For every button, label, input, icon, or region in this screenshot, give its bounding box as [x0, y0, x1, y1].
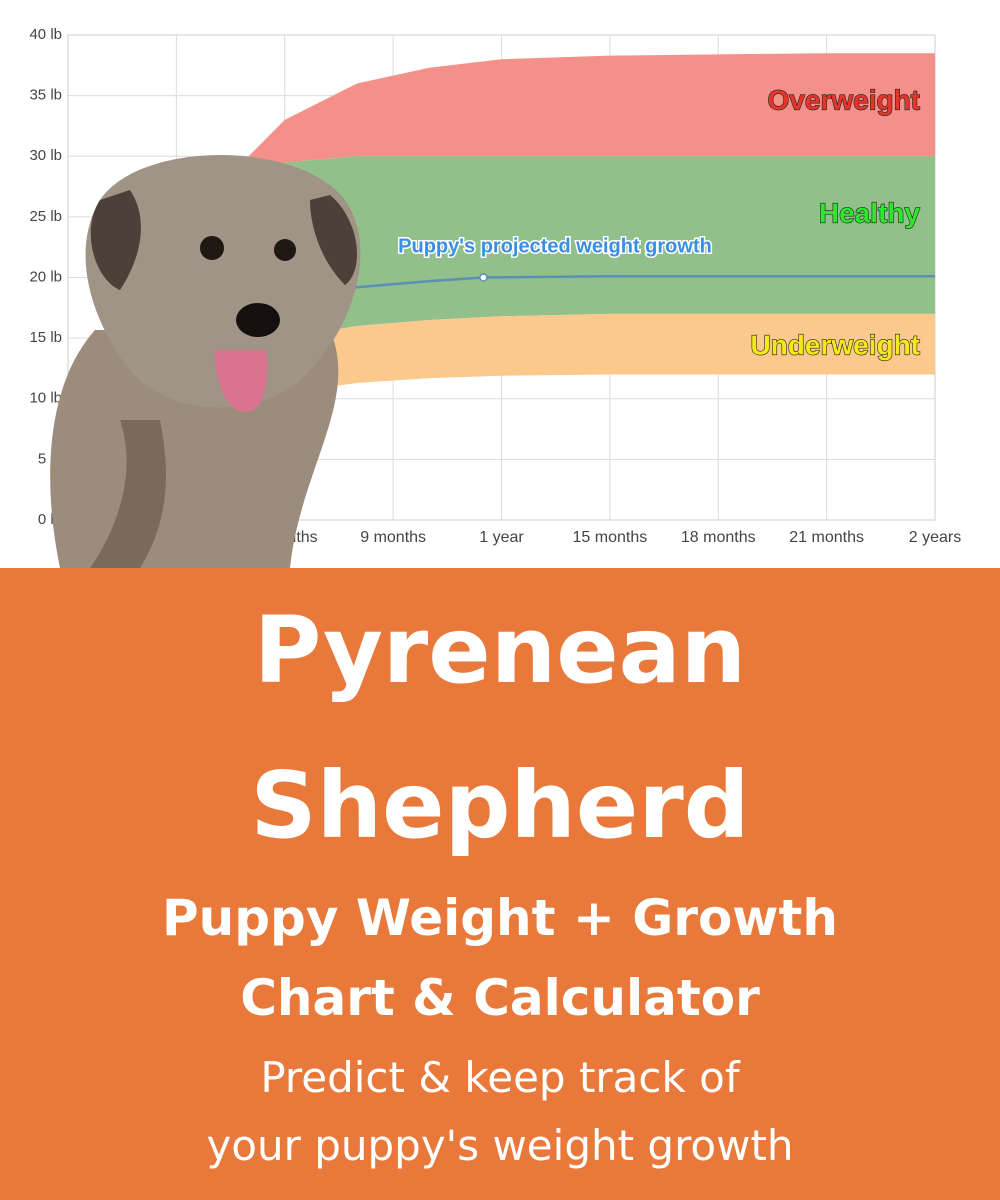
- projection-point: [479, 273, 488, 282]
- band-label: Healthy: [819, 197, 921, 228]
- banner: Pyrenean Shepherd Puppy Weight + Growth …: [0, 568, 1000, 1200]
- y-tick-label: 15 lb: [29, 329, 62, 346]
- y-tick-label: 35 lb: [29, 87, 62, 104]
- projection-label: Puppy's projected weight growth: [398, 235, 712, 257]
- y-tick-label: 40 lb: [29, 26, 62, 43]
- y-tick-label: 10 lb: [29, 390, 62, 407]
- x-tick-label: 1 year: [479, 529, 524, 546]
- band-label: Underweight: [750, 329, 920, 360]
- y-tick-label: 30 lb: [29, 147, 62, 164]
- x-tick-label: 18 months: [681, 529, 756, 546]
- title-line: Pyrenean: [253, 597, 747, 704]
- y-tick-label: 25 lb: [29, 208, 62, 225]
- subtitle-line: Puppy Weight + Growth: [162, 889, 838, 947]
- x-tick-label: 21 months: [789, 529, 864, 546]
- band-area: [248, 53, 935, 181]
- x-tick-label: 9 months: [360, 529, 426, 546]
- band-area: [248, 313, 935, 399]
- banner-tagline: Predict & keep track of your puppy's wei…: [0, 1044, 1000, 1180]
- banner-subtitle: Puppy Weight + Growth Chart & Calculator: [0, 878, 1000, 1038]
- y-tick-label: 20 lb: [29, 268, 62, 285]
- x-tick-label: 2 years: [909, 529, 961, 546]
- tagline-line: Predict & keep track of: [260, 1053, 740, 1102]
- band-label: Overweight: [768, 84, 920, 115]
- x-tick-label: 15 months: [573, 529, 648, 546]
- title-line: Shepherd: [250, 752, 750, 859]
- subtitle-line: Chart & Calculator: [240, 969, 760, 1027]
- tagline-line: your puppy's weight growth: [206, 1121, 794, 1170]
- band-area: [248, 156, 935, 351]
- dog-photo: [50, 155, 361, 568]
- banner-title: Pyrenean Shepherd: [0, 573, 1000, 883]
